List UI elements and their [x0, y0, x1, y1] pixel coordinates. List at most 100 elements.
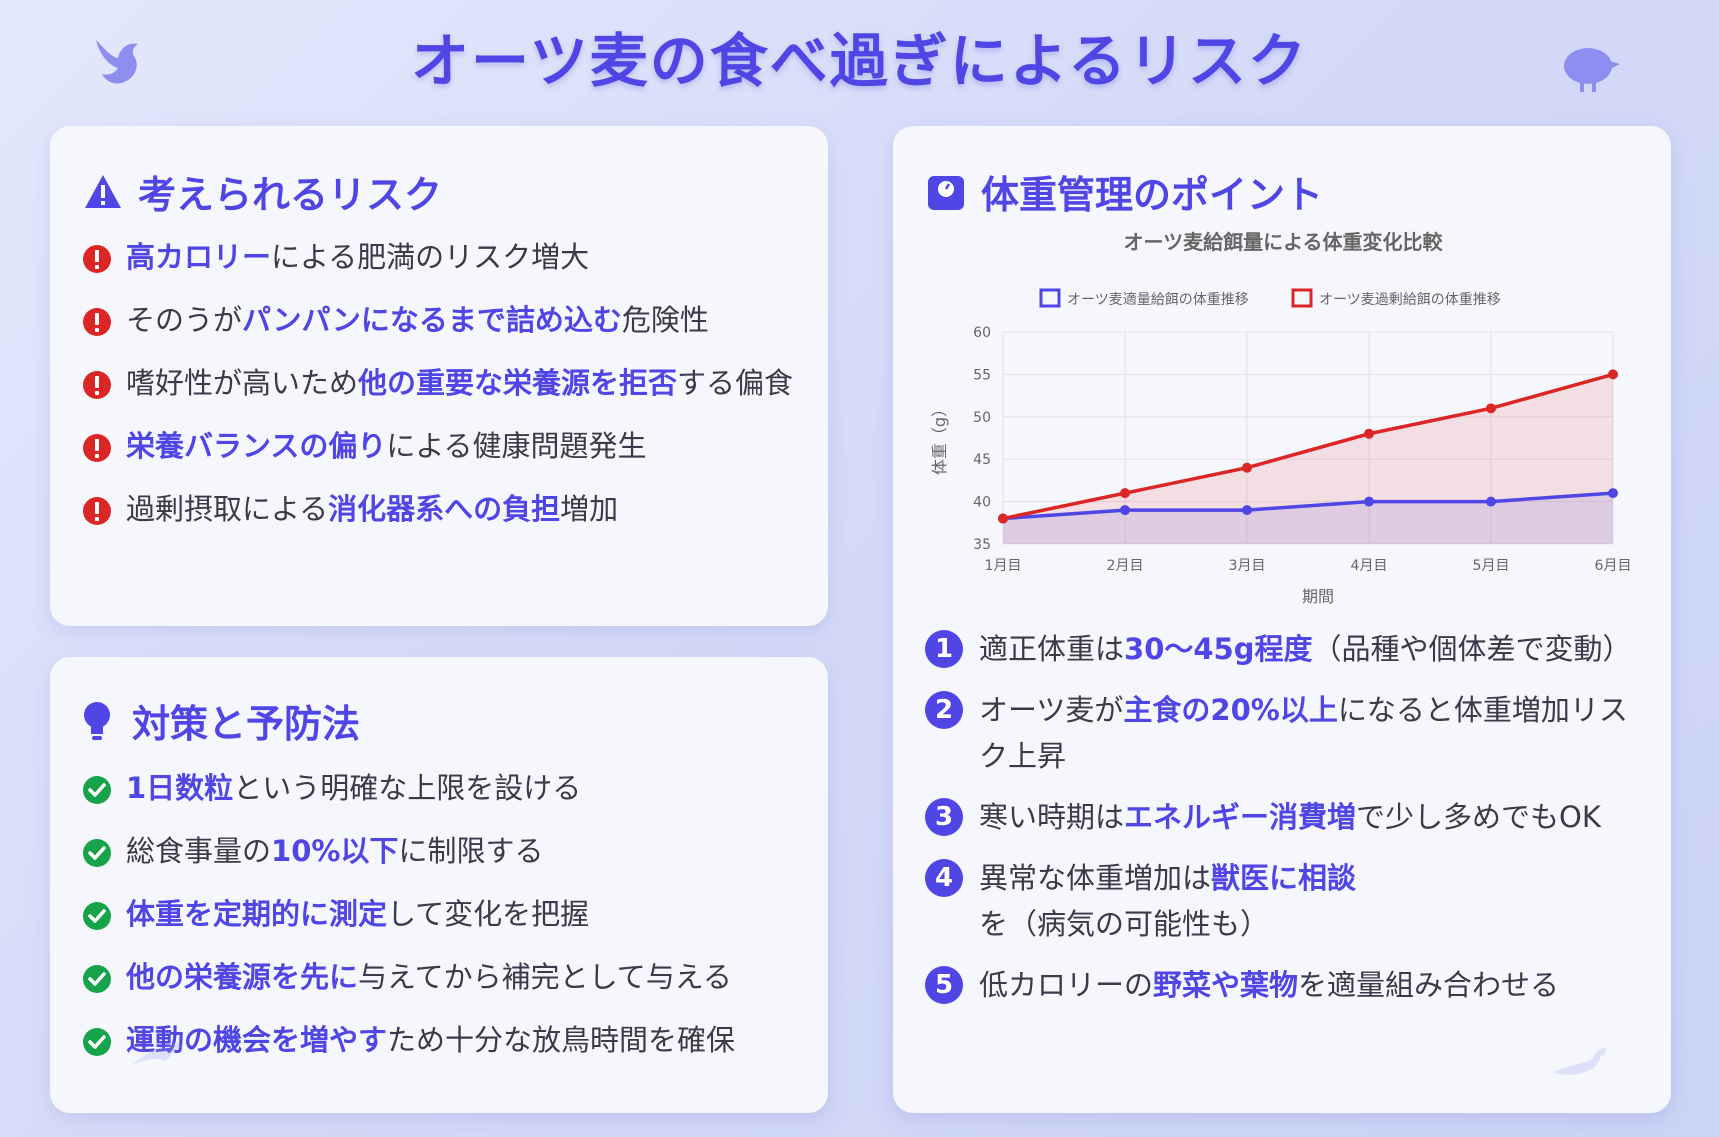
- data-point: [1364, 496, 1374, 507]
- weight-item-text: オーツ麦が主食の20%以上になると体重増加リスク上昇: [979, 687, 1645, 779]
- series-area: [1003, 493, 1613, 544]
- measure-card: 対策と予防法 1日数粒という明確な上限を設ける総食事量の10%以下に制限する体重…: [50, 657, 828, 1113]
- risk-item-text: 嗜好性が高いため他の重要な栄養源を拒否する偏食: [126, 360, 793, 406]
- weight-item-hl: 主食の20%以上: [1123, 693, 1338, 727]
- weight-item-hl: エネルギー消費増: [1124, 800, 1357, 834]
- bird-icon: [132, 1042, 182, 1065]
- x-tick-label: 2月目: [1107, 558, 1144, 574]
- check-icon: [82, 1024, 114, 1056]
- weight-item: 5 低カロリーの野菜や葉物を適量組み合わせる: [925, 962, 1645, 1008]
- weight-item-pre: 低カロリーの: [979, 968, 1154, 1002]
- weight-card: 体重管理のポイント オーツ麦給餌量による体重変化比較 35 40 45 50 55 60 1…: [893, 126, 1671, 1113]
- risk-item-text: 高カロリーによる肥満のリスク増大: [126, 234, 589, 280]
- weight-item: 3 寒い時期はエネルギー消費増で少し多めでもOK: [925, 794, 1645, 840]
- measure-item-hl: 運動の機会を増やす: [126, 1023, 388, 1057]
- weight-item: 2 オーツ麦が主食の20%以上になると体重増加リスク上昇: [925, 687, 1645, 779]
- measure-item: 体重を定期的に測定して変化を把握: [82, 891, 802, 937]
- x-tick-label: 5月目: [1473, 558, 1510, 574]
- risk-item: 高カロリーによる肥満のリスク増大: [82, 234, 802, 280]
- y-tick-label: 45: [973, 452, 991, 468]
- risk-item-pre: 過剰摂取による: [126, 492, 329, 526]
- weight-item-post: （品種や個体差で変動）: [1312, 632, 1632, 666]
- risk-item-text: 栄養バランスの偏りによる健康問題発生: [126, 423, 647, 469]
- measure-item-text: 運動の機会を増やすため十分な放鳥時間を確保: [126, 1017, 735, 1063]
- data-point: [1120, 505, 1130, 516]
- weight-item-hl: 野菜や葉物: [1153, 968, 1299, 1002]
- weight-item-post: を（病気の可能性も）: [979, 907, 1270, 941]
- measure-item-post: に制限する: [398, 834, 544, 868]
- bird-icon: [1553, 1048, 1606, 1075]
- weight-list: 1 適正体重は30～45g程度（品種や個体差で変動） 2 オーツ麦が主食の20%以上に…: [925, 626, 1645, 1023]
- y-tick-label: 55: [973, 367, 991, 383]
- weight-item-text: 寒い時期はエネルギー消費増で少し多めでもOK: [979, 794, 1601, 840]
- series-line: [1002, 372, 1614, 521]
- y-tick-label: 50: [973, 410, 991, 426]
- weight-item-hl: 獣医に相談: [1211, 861, 1357, 895]
- risk-item-hl: 高カロリー: [126, 240, 272, 274]
- measure-item-hl: 10%以下: [271, 834, 399, 868]
- risk-item-post: する偏食: [677, 366, 794, 400]
- risk-item: 嗜好性が高いため他の重要な栄養源を拒否する偏食: [82, 360, 802, 406]
- scale-icon: [925, 171, 967, 213]
- exclamation-icon: [82, 367, 114, 399]
- measure-card-header: 対策と予防法: [76, 693, 360, 748]
- risk-item-hl: 他の重要な栄養源を拒否: [358, 366, 678, 400]
- risk-item-text: そのうがパンパンになるまで詰め込む危険性: [126, 297, 709, 343]
- risk-item-pre: 嗜好性が高いため: [126, 366, 359, 400]
- number-badge: 3: [925, 798, 963, 836]
- weight-item: 4 異常な体重増加は獣医に相談を（病気の可能性も）: [925, 855, 1645, 947]
- x-tick-label: 4月目: [1351, 558, 1388, 574]
- weight-item: 1 適正体重は30～45g程度（品種や個体差で変動）: [925, 626, 1645, 672]
- risk-item: そのうがパンパンになるまで詰め込む危険性: [82, 297, 802, 343]
- exclamation-icon: [82, 430, 114, 462]
- risk-item-post: 危険性: [621, 303, 709, 337]
- exclamation-icon: [82, 493, 114, 525]
- legend-swatch: [1291, 288, 1313, 308]
- number-badge: 5: [925, 966, 963, 1004]
- check-icon: [82, 961, 114, 993]
- risk-item: 栄養バランスの偏りによる健康問題発生: [82, 423, 802, 469]
- measure-item: 総食事量の10%以下に制限する: [82, 828, 802, 874]
- check-icon: [82, 835, 114, 867]
- measure-item-text: 他の栄養源を先に与えてから補完として与える: [126, 954, 732, 1000]
- bird-icon: [1564, 48, 1620, 92]
- data-point: [998, 513, 1008, 524]
- risk-item: 過剰摂取による消化器系への負担増加: [82, 486, 802, 532]
- measure-item: 1日数粒という明確な上限を設ける: [82, 765, 802, 811]
- measure-item-text: 体重を定期的に測定して変化を把握: [126, 891, 589, 937]
- measure-item-pre: 総食事量の: [126, 834, 272, 868]
- check-icon: [82, 772, 114, 804]
- check-icon: [82, 898, 114, 930]
- measure-item-text: 1日数粒という明確な上限を設ける: [126, 765, 581, 811]
- measure-item-post: ため十分な放鳥時間を確保: [387, 1023, 736, 1057]
- measure-list: 1日数粒という明確な上限を設ける総食事量の10%以下に制限する体重を定期的に測定…: [82, 765, 802, 1080]
- data-point: [1364, 428, 1374, 439]
- measure-item: 運動の機会を増やすため十分な放鳥時間を確保: [82, 1017, 802, 1063]
- series-line: [1002, 491, 1614, 521]
- weight-item-post: になると体重増加リスク上昇: [979, 693, 1628, 773]
- legend-label: オーツ麦過剰給餌の体重推移: [1319, 291, 1501, 308]
- risk-item-post: による健康問題発生: [386, 429, 647, 463]
- risk-list: 高カロリーによる肥満のリスク増大そのうがパンパンになるまで詰め込む危険性嗜好性が…: [82, 234, 802, 549]
- risk-item-hl: 消化器系への負担: [328, 492, 561, 526]
- measure-item-post: 与えてから補完として与える: [358, 960, 732, 994]
- risk-card-title: 考えられるリスク: [138, 173, 443, 217]
- risk-card: 考えられるリスク 高カロリーによる肥満のリスク増大そのうがパンパンになるまで詰め…: [50, 126, 828, 626]
- exclamation-icon: [82, 304, 114, 336]
- x-tick-label: 3月目: [1229, 558, 1266, 574]
- weight-item-post: で少し多めでもOK: [1356, 800, 1601, 834]
- data-point: [1242, 462, 1252, 473]
- data-point: [1608, 369, 1618, 380]
- risk-item-text: 過剰摂取による消化器系への負担増加: [126, 486, 618, 532]
- weight-item-pre: オーツ麦が: [979, 693, 1124, 727]
- lightbulb-icon: [76, 700, 118, 742]
- x-axis-label: 期間: [1302, 587, 1334, 606]
- weight-card-title: 体重管理のポイント: [981, 173, 1324, 217]
- page-title: オーツ麦の食べ過ぎによるリスク: [410, 27, 1309, 95]
- weight-chart: オーツ麦給餌量による体重変化比較 35 40 45 50 55 60 1月目 2月目 3月目 4月…: [923, 226, 1643, 626]
- risk-item-post: 増加: [560, 492, 619, 526]
- measure-item-hl: 1日数粒: [126, 771, 234, 805]
- data-point: [1120, 488, 1130, 499]
- weight-item-text: 異常な体重増加は獣医に相談を（病気の可能性も）: [979, 855, 1645, 947]
